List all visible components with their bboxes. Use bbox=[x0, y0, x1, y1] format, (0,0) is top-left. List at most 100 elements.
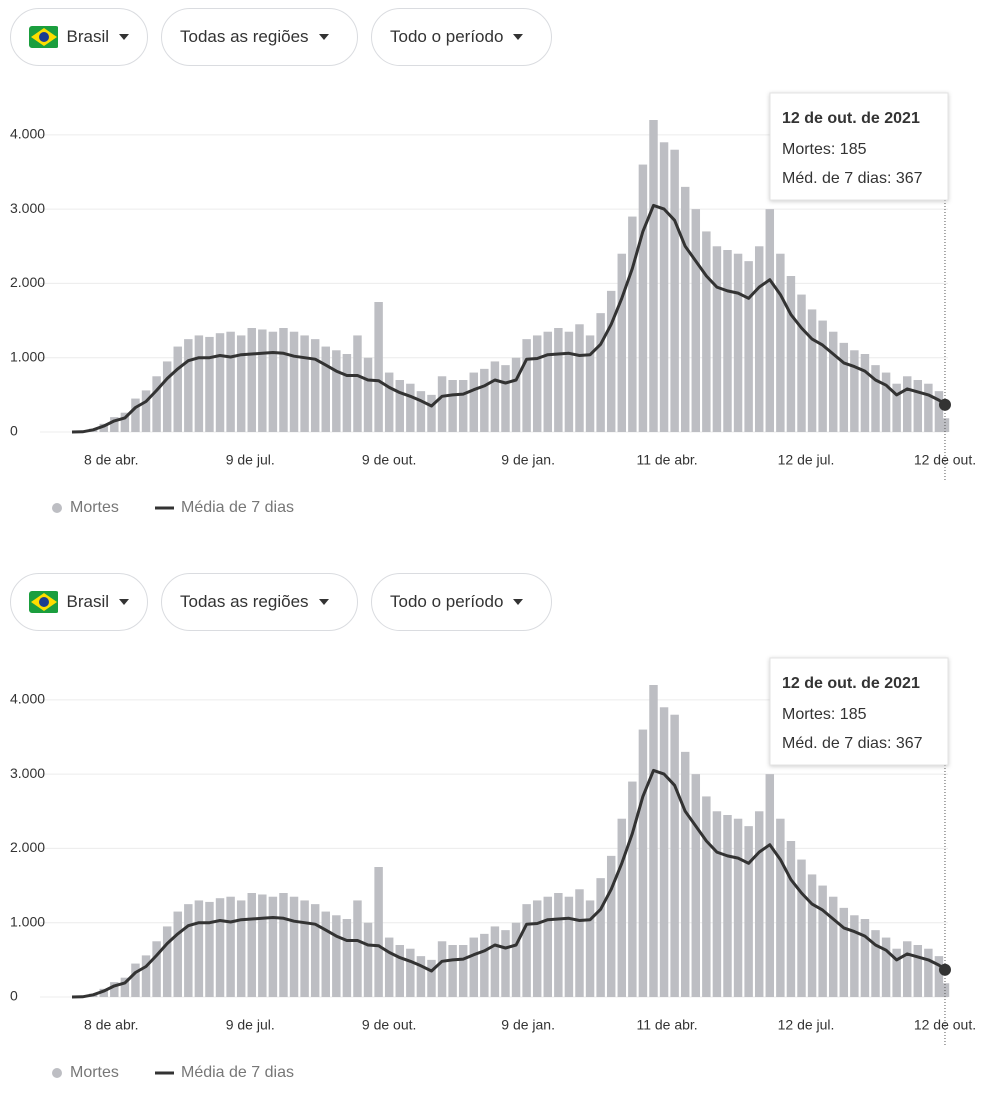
bar bbox=[628, 217, 636, 432]
bar bbox=[882, 938, 890, 997]
bar bbox=[448, 945, 456, 997]
filter-label: Todo o período bbox=[390, 27, 503, 47]
bar bbox=[290, 897, 298, 997]
bar bbox=[670, 150, 678, 432]
bar bbox=[374, 302, 382, 432]
x-tick-label: 9 de jan. bbox=[501, 452, 555, 468]
bar bbox=[649, 685, 657, 997]
bar bbox=[808, 874, 816, 997]
bar bbox=[226, 897, 234, 997]
bar bbox=[311, 339, 319, 432]
bar bbox=[903, 376, 911, 432]
bar bbox=[131, 399, 139, 432]
bar bbox=[427, 960, 435, 997]
bar bbox=[575, 889, 583, 997]
region-filter[interactable]: Todas as regiões bbox=[161, 573, 358, 631]
y-tick-label: 1.000 bbox=[10, 913, 45, 929]
legend-label: Mortes bbox=[70, 1064, 119, 1081]
x-tick-label: 8 de abr. bbox=[84, 452, 139, 468]
region-filter[interactable]: Todas as regiões bbox=[161, 8, 358, 66]
bar bbox=[744, 261, 752, 432]
bar bbox=[565, 332, 573, 432]
filter-label: Brasil bbox=[66, 592, 109, 612]
legend-swatch bbox=[52, 503, 62, 513]
bar bbox=[713, 811, 721, 997]
bar bbox=[797, 860, 805, 997]
bar bbox=[924, 384, 932, 432]
x-tick-label: 9 de jul. bbox=[226, 1017, 275, 1033]
bar bbox=[744, 826, 752, 997]
y-tick-label: 4.000 bbox=[10, 691, 45, 707]
bar bbox=[914, 380, 922, 432]
bar bbox=[237, 900, 245, 997]
bar bbox=[353, 900, 361, 997]
bar bbox=[829, 897, 837, 997]
bar bbox=[840, 908, 848, 997]
bar bbox=[480, 369, 488, 432]
bar bbox=[491, 361, 499, 432]
flag bbox=[29, 26, 58, 48]
country-filter[interactable]: Brasil bbox=[10, 573, 148, 631]
bar bbox=[501, 365, 509, 432]
country-filter[interactable]: Brasil bbox=[10, 8, 148, 66]
bar bbox=[607, 291, 615, 432]
bar bbox=[300, 335, 308, 432]
bar bbox=[544, 332, 552, 432]
bar bbox=[417, 391, 425, 432]
bar bbox=[385, 938, 393, 997]
bar bbox=[575, 324, 583, 432]
bar bbox=[322, 912, 330, 997]
bar bbox=[290, 332, 298, 432]
bar bbox=[723, 815, 731, 997]
bar bbox=[343, 354, 351, 432]
bar bbox=[258, 894, 266, 997]
bar bbox=[152, 376, 160, 432]
bar bbox=[269, 332, 277, 432]
bar bbox=[459, 380, 467, 432]
bar bbox=[470, 373, 478, 432]
bar bbox=[871, 930, 879, 997]
x-tick-label: 11 de abr. bbox=[636, 452, 697, 468]
x-tick-label: 12 de out. bbox=[914, 452, 976, 468]
bar bbox=[702, 231, 710, 432]
bar bbox=[618, 254, 626, 432]
bar bbox=[195, 900, 203, 997]
bar bbox=[808, 309, 816, 432]
bar bbox=[184, 904, 192, 997]
bar bbox=[544, 897, 552, 997]
bar bbox=[882, 373, 890, 432]
bar bbox=[385, 373, 393, 432]
bar bbox=[396, 945, 404, 997]
bar bbox=[871, 365, 879, 432]
bar bbox=[776, 819, 784, 997]
period-filter[interactable]: Todo o período bbox=[371, 573, 552, 631]
bar bbox=[861, 354, 869, 432]
bar bbox=[205, 337, 213, 432]
bar bbox=[628, 782, 636, 997]
bar bbox=[554, 328, 562, 432]
dropdown-arrow bbox=[119, 599, 129, 605]
period-filter[interactable]: Todo o período bbox=[371, 8, 552, 66]
bar bbox=[818, 886, 826, 997]
x-tick-label: 9 de jan. bbox=[501, 1017, 555, 1033]
dropdown-arrow bbox=[119, 34, 129, 40]
bar bbox=[406, 384, 414, 432]
bar bbox=[343, 919, 351, 997]
y-tick-label: 0 bbox=[10, 423, 18, 439]
bar bbox=[702, 796, 710, 997]
bar bbox=[216, 898, 224, 997]
dropdown-arrow bbox=[319, 34, 329, 40]
bar bbox=[734, 254, 742, 432]
bar bbox=[639, 730, 647, 997]
legend-label: Média de 7 dias bbox=[181, 1064, 294, 1081]
bar bbox=[174, 347, 182, 432]
y-tick-label: 2.000 bbox=[10, 274, 45, 290]
bar bbox=[491, 926, 499, 997]
bar bbox=[353, 335, 361, 432]
bar bbox=[660, 142, 668, 432]
x-tick-label: 9 de jul. bbox=[226, 452, 275, 468]
